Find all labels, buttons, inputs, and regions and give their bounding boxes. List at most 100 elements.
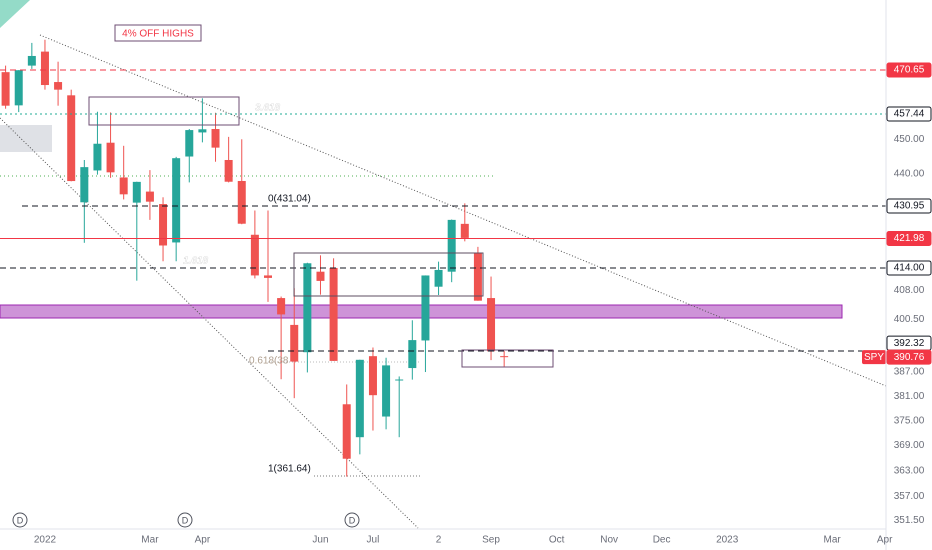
x-tick-label: Jul <box>367 535 380 546</box>
price-label-box <box>886 62 932 78</box>
candle-body <box>198 129 207 133</box>
dividend-marker[interactable]: D <box>12 512 28 528</box>
trend-line <box>0 117 419 529</box>
price-label: 421.98 <box>894 233 925 244</box>
y-tick-label: 387.00 <box>894 367 925 378</box>
candle-body <box>14 70 23 106</box>
candle-body <box>447 219 456 272</box>
candle-body <box>211 129 220 148</box>
dividend-marker[interactable]: D <box>177 512 193 528</box>
price-label: 392.32 <box>894 338 925 349</box>
dividend-label: D <box>17 515 24 525</box>
drawing-box <box>0 125 52 152</box>
candles <box>1 39 509 477</box>
candle-body <box>27 55 36 66</box>
drawing-shape <box>0 0 30 28</box>
candle-body <box>145 191 154 202</box>
y-tick-label: 450.00 <box>894 134 925 145</box>
drawing-box <box>114 24 202 42</box>
x-tick-label: 2022 <box>34 535 57 546</box>
x-tick-label: Mar <box>824 535 842 546</box>
x-tick-label: Oct <box>549 535 565 546</box>
price-label: 390.76 <box>894 352 925 363</box>
candle-body <box>119 177 128 195</box>
x-tick-label: Apr <box>877 535 893 546</box>
candle-body <box>460 223 469 238</box>
drawing-box <box>293 252 484 297</box>
candle-body <box>342 404 351 459</box>
drawing-box <box>88 96 240 126</box>
symbol-tag <box>862 350 886 365</box>
annotation: 3.618 <box>255 103 280 114</box>
y-tick-label: 357.00 <box>894 491 925 502</box>
y-tick-label: 408.00 <box>894 285 925 296</box>
price-label: 470.65 <box>894 65 925 76</box>
annotation: 1.618 <box>183 256 208 267</box>
x-tick-label: Apr <box>195 535 211 546</box>
price-label-box <box>886 106 932 122</box>
annotation: 4% OFF HIGHS <box>122 29 194 40</box>
candle-body <box>303 263 312 353</box>
annotation: 0.618(38 <box>249 356 289 367</box>
price-label-box <box>886 198 932 214</box>
candle-body <box>172 158 181 243</box>
x-tick-label: Jun <box>312 535 328 546</box>
candle-body <box>250 234 259 276</box>
axes: 351.50 357.00 363.00 369.00 375.00 381.00 387.… <box>34 134 925 546</box>
candle-body <box>408 340 417 369</box>
candle-body <box>382 365 391 417</box>
candle-body <box>237 180 246 224</box>
y-tick-label: 363.00 <box>894 465 925 476</box>
candle-body <box>159 204 168 246</box>
candle-body <box>67 95 76 182</box>
candle-body <box>487 298 496 352</box>
candle-body <box>54 82 63 90</box>
dividend-label: D <box>182 515 189 525</box>
candle-body <box>434 269 443 287</box>
y-tick-label: 440.00 <box>894 169 925 180</box>
y-tick-label: 400.50 <box>894 314 925 325</box>
x-tick-label: Nov <box>600 535 618 546</box>
candle-body <box>185 130 194 157</box>
x-tick-label: 2 <box>436 535 442 546</box>
x-tick-label: 2023 <box>716 535 739 546</box>
price-label: 430.95 <box>894 201 925 212</box>
candle-body <box>316 271 325 281</box>
price-label-box <box>886 349 932 365</box>
annotation: 1(361.64) <box>268 464 311 475</box>
candle-body <box>1 72 10 106</box>
price-label: 414.00 <box>894 263 925 274</box>
candle-body <box>329 267 338 361</box>
y-tick-label: 351.50 <box>894 515 925 526</box>
candle-body <box>264 275 272 278</box>
candle-body <box>132 181 141 203</box>
levels: 470.65 457.44 430.95 421.98 414.00 392.32 390.… <box>0 62 932 365</box>
x-tick-label: Mar <box>141 535 159 546</box>
candle-body <box>421 275 430 341</box>
candle-body <box>368 356 377 396</box>
annotation: 0(431.04) <box>268 194 311 205</box>
y-tick-label: 375.00 <box>894 415 925 426</box>
zone-band <box>0 304 843 319</box>
candle-body <box>93 143 102 171</box>
candle-body <box>80 167 89 203</box>
drawing-box <box>461 349 554 368</box>
candle-body <box>40 51 49 86</box>
y-tick-label: 369.00 <box>894 440 925 451</box>
price-label-box <box>886 230 932 246</box>
candle-body <box>277 298 286 315</box>
dividend-label: D <box>349 515 356 525</box>
candle-body <box>290 324 299 362</box>
symbol-label: SPY <box>864 352 884 363</box>
candle-body <box>395 379 404 381</box>
candle-body <box>224 159 233 182</box>
candle-body <box>473 253 482 301</box>
x-tick-label: Dec <box>653 535 671 546</box>
y-tick-label: 381.00 <box>894 391 925 402</box>
price-label-box <box>886 260 932 276</box>
price-label: 457.44 <box>894 109 925 120</box>
candle-body <box>106 142 115 173</box>
dividend-marker[interactable]: D <box>344 512 360 528</box>
x-tick-label: Sep <box>482 535 500 546</box>
